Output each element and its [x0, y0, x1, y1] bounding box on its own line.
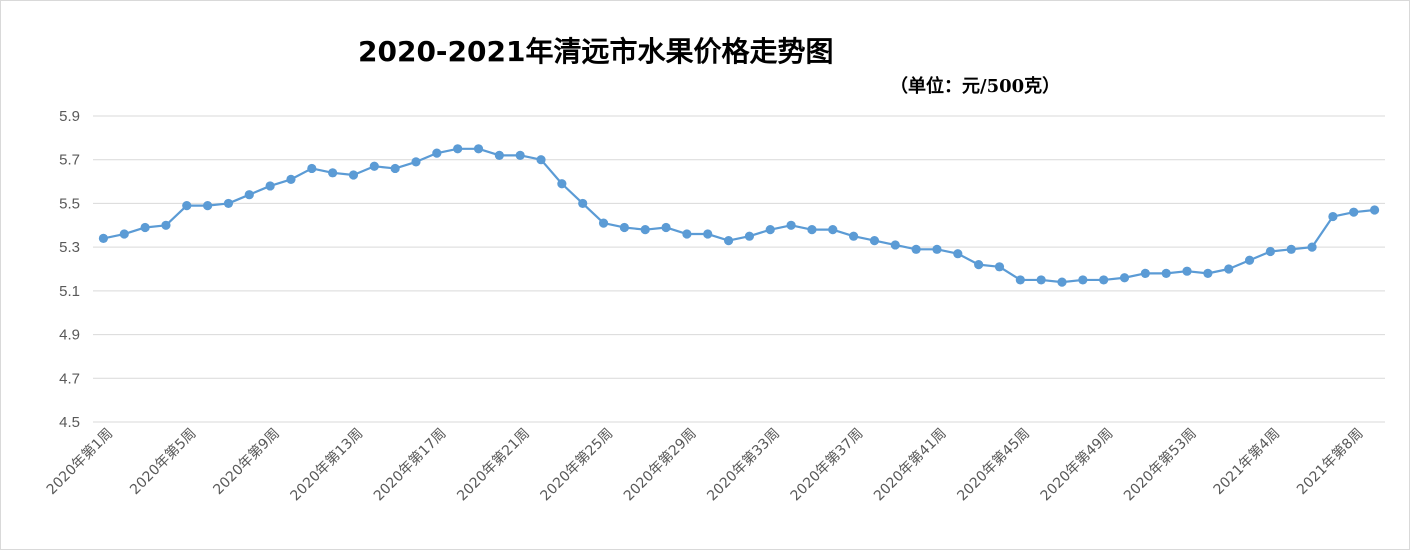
chart-title: 2020-2021年清远市水果价格走势图 — [358, 35, 834, 68]
data-point — [869, 235, 880, 246]
data-point — [473, 144, 484, 154]
data-point — [1369, 205, 1380, 215]
data-point — [1224, 264, 1234, 274]
y-tick-label: 5.1 — [59, 283, 80, 300]
data-point — [1349, 207, 1359, 217]
data-point — [682, 229, 692, 239]
data-point — [828, 225, 838, 235]
y-tick-label: 4.7 — [59, 370, 80, 387]
data-point — [390, 163, 400, 174]
data-point — [286, 174, 296, 184]
series-price — [98, 144, 1380, 287]
data-point — [640, 225, 650, 235]
data-point — [348, 170, 359, 180]
y-tick-label: 5.7 — [59, 152, 80, 169]
y-tick-label: 5.3 — [59, 239, 80, 256]
data-point — [140, 222, 150, 233]
data-point — [307, 163, 317, 174]
chart-subtitle: （单位：元/500克） — [890, 76, 1061, 97]
data-point — [1307, 242, 1317, 252]
x-tick-label: 2020年第17周 — [370, 425, 450, 505]
x-tick-label: 2020年第45周 — [954, 425, 1034, 505]
data-point — [723, 235, 734, 246]
data-point — [1244, 255, 1255, 265]
x-tick-label: 2020年第1周 — [43, 425, 116, 498]
y-axis: 5.9 5.7 5.5 5.3 5.1 4.9 4.7 4.5 — [59, 108, 80, 431]
x-tick-label: 2020年第21周 — [454, 425, 534, 505]
x-tick-label: 2020年第9周 — [210, 425, 283, 498]
data-point — [1286, 244, 1296, 254]
x-tick-label: 2020年第13周 — [287, 425, 367, 505]
data-point — [432, 148, 442, 158]
x-tick-label: 2021年第4周 — [1210, 425, 1283, 498]
data-point — [1036, 275, 1046, 285]
data-point — [703, 229, 713, 239]
data-point — [911, 244, 921, 254]
data-point — [974, 260, 984, 270]
y-tick-label: 5.5 — [59, 195, 80, 212]
data-point — [1140, 268, 1150, 278]
data-point — [849, 231, 859, 241]
data-point — [557, 179, 567, 189]
x-tick-label: 2020年第37周 — [787, 425, 867, 505]
data-point — [1203, 268, 1213, 278]
x-tick-label: 2020年第29周 — [620, 425, 700, 505]
data-point — [1265, 246, 1275, 257]
data-point — [494, 150, 504, 160]
data-point — [119, 229, 129, 239]
data-point — [786, 220, 796, 230]
data-point — [1182, 266, 1192, 276]
data-point — [994, 262, 1005, 272]
x-tick-label: 2020年第33周 — [704, 425, 784, 505]
data-point — [932, 244, 942, 254]
data-point — [536, 155, 546, 165]
data-point — [1099, 275, 1109, 285]
data-point — [244, 190, 254, 200]
x-tick-label: 2021年第8周 — [1293, 425, 1366, 498]
data-point — [598, 218, 609, 228]
gridlines — [93, 115, 1385, 423]
data-point — [369, 161, 379, 171]
data-point — [328, 168, 338, 178]
x-axis: 2020年第1周 2020年第5周 2020年第9周 2020年第13周 2020年第1… — [43, 425, 1367, 505]
data-point — [265, 181, 275, 191]
x-tick-label: 2020年第41周 — [870, 425, 950, 505]
data-point — [1015, 275, 1025, 285]
data-point — [890, 240, 900, 250]
data-point — [578, 198, 588, 209]
data-point — [1078, 275, 1088, 285]
data-point — [744, 231, 755, 241]
data-point — [1161, 268, 1171, 278]
x-tick-label: 2020年第49周 — [1037, 425, 1117, 505]
data-point — [1119, 273, 1130, 283]
data-point — [411, 157, 421, 167]
y-tick-label: 5.9 — [59, 108, 80, 125]
data-point — [515, 150, 525, 160]
data-point — [203, 201, 213, 211]
data-point — [1057, 277, 1067, 287]
data-point — [1328, 211, 1338, 222]
data-point — [182, 201, 192, 211]
y-tick-label: 4.5 — [59, 414, 80, 431]
data-point — [953, 249, 963, 259]
data-point — [98, 233, 109, 243]
x-tick-label: 2020年第25周 — [537, 425, 617, 505]
data-point — [765, 225, 775, 235]
data-point — [223, 198, 234, 209]
x-tick-label: 2020年第5周 — [126, 425, 199, 498]
data-point — [453, 144, 463, 154]
data-point — [619, 222, 629, 233]
y-tick-label: 4.9 — [59, 327, 80, 344]
x-tick-label: 2020年第53周 — [1120, 425, 1200, 505]
data-point — [661, 222, 671, 233]
data-point — [807, 225, 817, 235]
data-point — [161, 220, 171, 230]
series-line — [103, 147, 1375, 284]
